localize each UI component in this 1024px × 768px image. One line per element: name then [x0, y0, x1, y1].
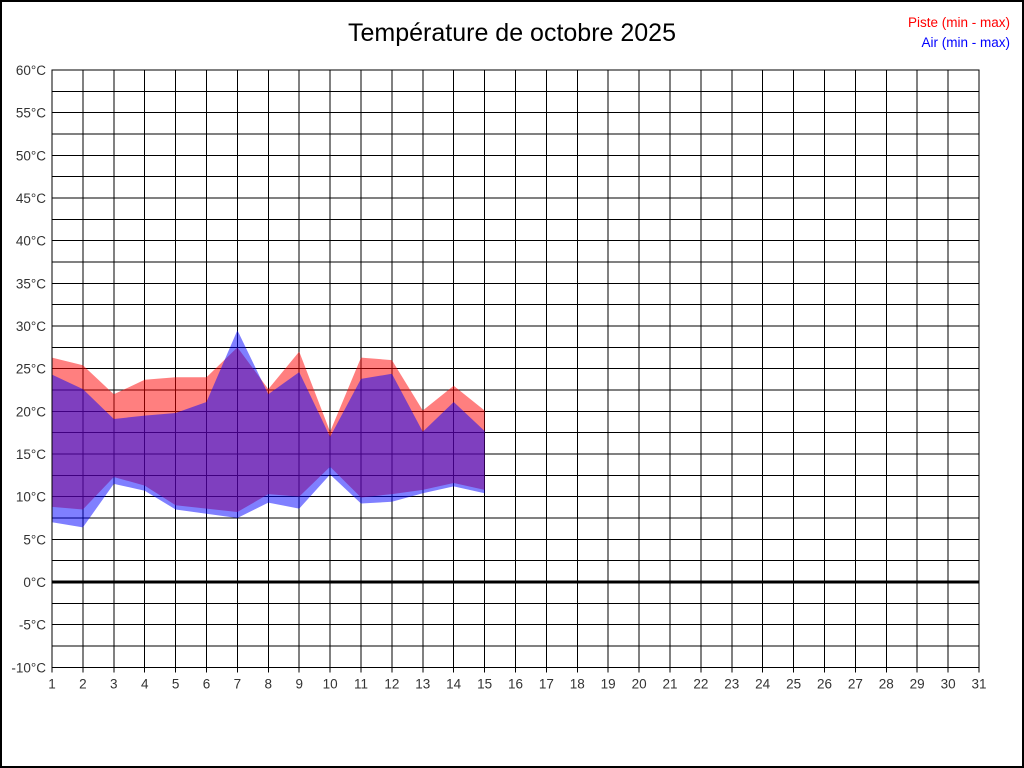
svg-text:4: 4 — [141, 676, 149, 691]
x-axis-labels: 1 2 3 4 5 6 7 8 9 10 11 12 13 14 15 16 17 18 19 20 21 22 23 24 2… — [48, 676, 986, 691]
svg-text:10: 10 — [323, 676, 338, 691]
svg-text:17: 17 — [539, 676, 554, 691]
svg-text:22: 22 — [693, 676, 708, 691]
svg-text:30°C: 30°C — [16, 319, 46, 334]
svg-text:30: 30 — [941, 676, 956, 691]
svg-text:24: 24 — [755, 676, 771, 691]
svg-text:11: 11 — [354, 676, 368, 691]
svg-text:25°C: 25°C — [16, 362, 46, 377]
svg-text:6: 6 — [203, 676, 211, 691]
svg-text:20°C: 20°C — [16, 404, 46, 419]
svg-text:23: 23 — [724, 676, 739, 691]
svg-text:0°C: 0°C — [23, 575, 46, 590]
chart-legend: Piste (min - max) Air (min - max) — [908, 13, 1010, 53]
plot-border — [51, 69, 980, 668]
svg-text:28: 28 — [879, 676, 894, 691]
chart-title: Température de octobre 2025 — [348, 19, 676, 47]
svg-text:50°C: 50°C — [16, 148, 46, 163]
legend-air-label: Air (min - max) — [921, 35, 1011, 50]
svg-text:-10°C: -10°C — [11, 660, 46, 675]
svg-text:9: 9 — [295, 676, 303, 691]
svg-text:55°C: 55°C — [16, 106, 46, 121]
svg-text:35°C: 35°C — [16, 276, 46, 291]
svg-text:21: 21 — [662, 676, 677, 691]
svg-text:13: 13 — [415, 676, 430, 691]
svg-text:3: 3 — [110, 676, 118, 691]
svg-text:10°C: 10°C — [16, 490, 46, 505]
svg-text:-5°C: -5°C — [19, 618, 46, 633]
air-band — [52, 330, 485, 528]
svg-text:16: 16 — [508, 676, 523, 691]
y-axis-labels: 60°C 55°C 50°C 45°C 40°C 35°C 30°C 25°C 20°C 15°C… — [11, 63, 46, 675]
svg-text:18: 18 — [570, 676, 585, 691]
svg-text:25: 25 — [786, 676, 801, 691]
svg-text:15°C: 15°C — [16, 447, 46, 462]
legend-piste-label: Piste (min - max) — [907, 15, 1010, 30]
svg-text:40°C: 40°C — [16, 234, 46, 249]
svg-text:5°C: 5°C — [23, 532, 46, 547]
svg-text:1: 1 — [48, 676, 56, 691]
svg-text:27: 27 — [848, 676, 863, 691]
svg-text:5: 5 — [172, 676, 180, 691]
svg-text:26: 26 — [817, 676, 832, 691]
svg-text:2: 2 — [79, 676, 87, 691]
svg-text:60°C: 60°C — [16, 63, 46, 78]
svg-text:19: 19 — [601, 676, 616, 691]
svg-text:31: 31 — [971, 676, 986, 691]
svg-text:45°C: 45°C — [16, 191, 46, 206]
svg-text:12: 12 — [384, 676, 399, 691]
svg-text:8: 8 — [265, 676, 273, 691]
svg-text:15: 15 — [477, 676, 492, 691]
svg-text:20: 20 — [632, 676, 647, 691]
svg-text:7: 7 — [234, 676, 242, 691]
svg-text:29: 29 — [910, 676, 925, 691]
svg-text:14: 14 — [446, 676, 462, 691]
